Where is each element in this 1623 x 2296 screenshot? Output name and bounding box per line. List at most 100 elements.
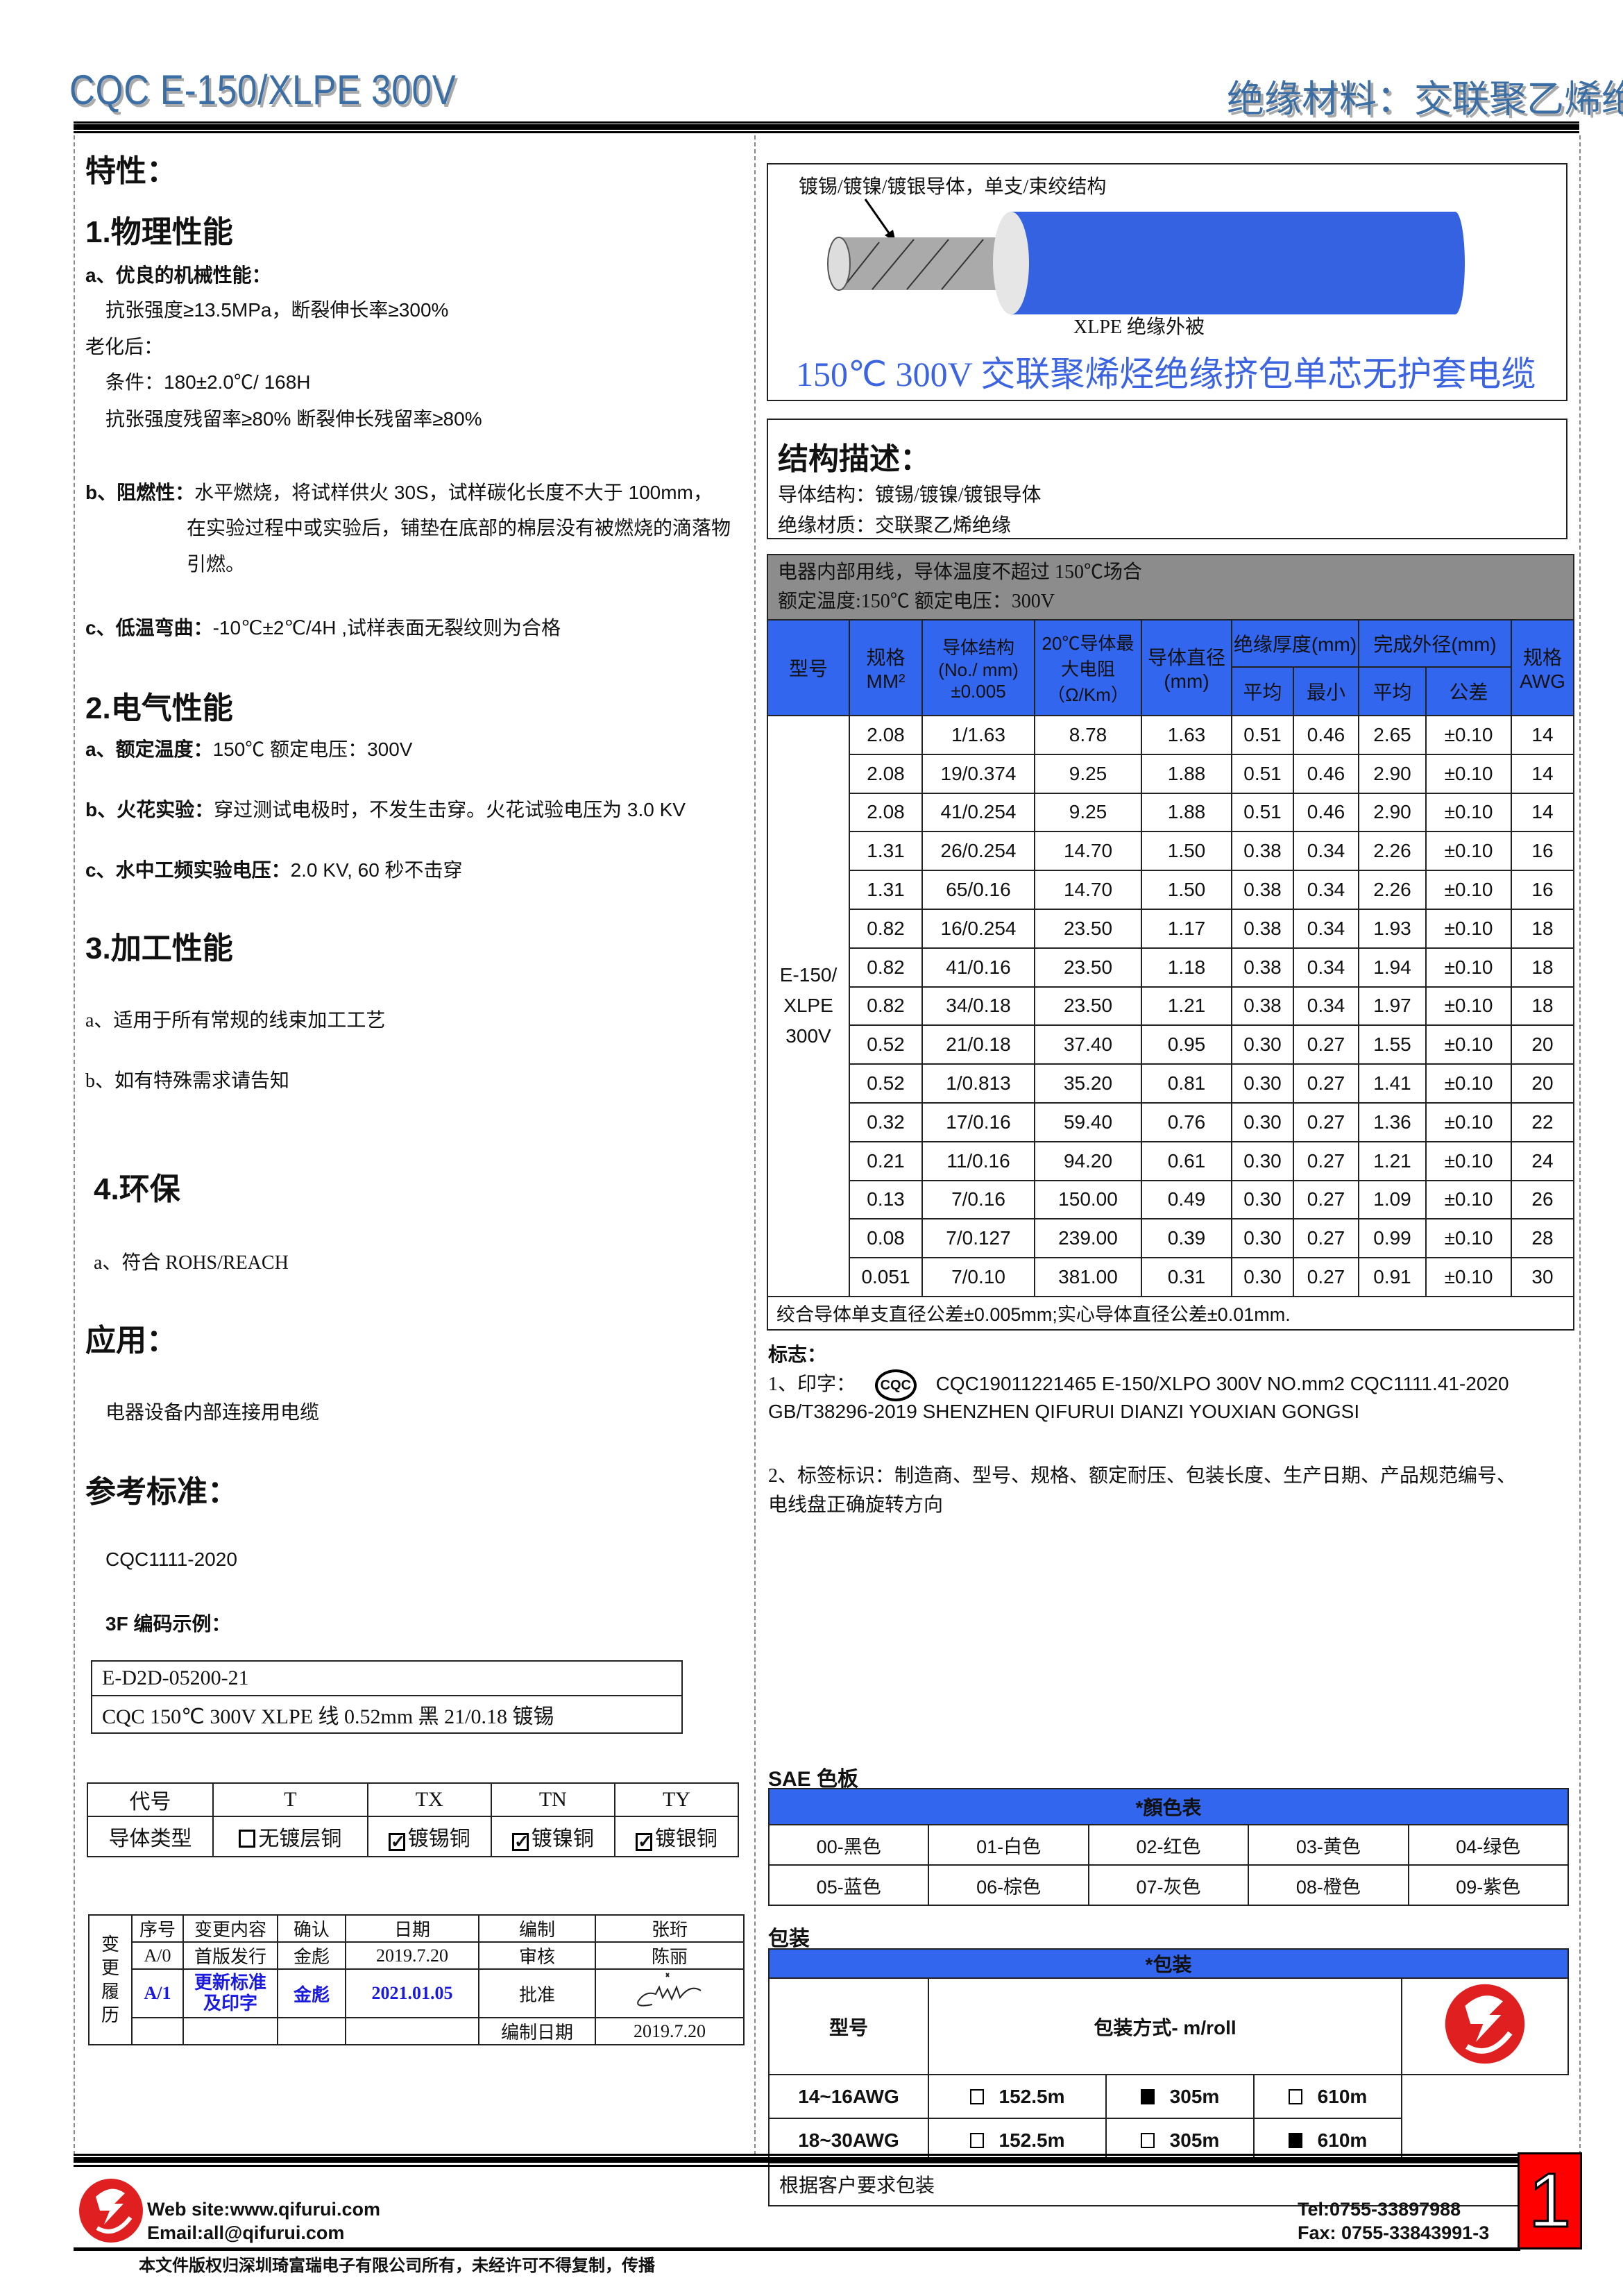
spec-cell: 35.20 — [1034, 1063, 1142, 1104]
spec-cell: 0.52 — [849, 1063, 923, 1104]
spec-cell: 1.88 — [1141, 792, 1232, 833]
packaging-option[interactable]: 305m — [1105, 2118, 1255, 2163]
packaging-option[interactable]: 305m — [1105, 2074, 1255, 2119]
spec-cell: 7/0.10 — [921, 1257, 1035, 1297]
spec-cell: 150.00 — [1034, 1179, 1142, 1220]
history-cell: 审核 — [478, 1941, 596, 1970]
env-a: a、符合 ROHS/REACH — [94, 1252, 289, 1274]
packaging-length: 305m — [1169, 2085, 1220, 2107]
page-border-left — [74, 135, 75, 2155]
spec-cell: ±0.10 — [1425, 792, 1512, 833]
spec-cell: 0.30 — [1231, 1024, 1294, 1065]
header-rule-thick — [74, 124, 1579, 130]
color-item: 08-橙色 — [1248, 1864, 1409, 1906]
spec-cell: 239.00 — [1034, 1218, 1142, 1259]
spec-row: 0.051 7/0.10 381.00 0.31 0.30 0.27 0.91 ±0.10 30 — [767, 1257, 1574, 1297]
spec-cell: 9.25 — [1034, 753, 1142, 794]
unchecked-box-icon — [239, 1830, 256, 1848]
history-header: 日期 — [345, 1914, 479, 1943]
spec-cell: 94.20 — [1034, 1140, 1142, 1181]
spec-cell: 20 — [1511, 1063, 1574, 1104]
spec-cell: 7/0.16 — [921, 1179, 1035, 1220]
spec-cell: 24 — [1511, 1140, 1574, 1181]
packaging-option[interactable]: 610m — [1252, 2118, 1403, 2163]
spec-cell: 1/0.813 — [921, 1063, 1035, 1104]
compiler-name: 张珩 — [595, 1914, 745, 1943]
color-item: 04-绿色 — [1407, 1824, 1570, 1866]
packaging-option[interactable]: 152.5m — [928, 2074, 1107, 2119]
spec-cell: 14.70 — [1034, 831, 1142, 872]
flame-label: b、阻燃性： — [85, 482, 195, 503]
spec-cell: 19/0.374 — [921, 753, 1035, 794]
spec-cell: 0.76 — [1141, 1101, 1232, 1142]
footer-tel: Tel:0755-33897988 — [1298, 2199, 1461, 2220]
document-title: CQC E-150/XLPE 300V — [69, 67, 457, 113]
header-rule — [74, 131, 1579, 133]
spec-cell: 1.93 — [1358, 908, 1427, 949]
spec-cell: 16 — [1511, 831, 1574, 872]
spec-cell: 1.36 — [1358, 1101, 1427, 1142]
spec-cell: 0.46 — [1293, 792, 1359, 833]
spec-footnote: 绞合导体单支直径公差±0.005mm;实心导体直径公差±0.01mm. — [767, 1295, 1574, 1331]
packaging-option[interactable]: 152.5m — [928, 2118, 1107, 2163]
spec-cell: 0.52 — [849, 1024, 923, 1065]
conductor-code: TX — [366, 1782, 492, 1817]
page-number: 1 — [1518, 2152, 1582, 2249]
flame-text-2: 在实验过程中或实验后，铺垫在底部的棉层没有被燃烧的滴落物 — [187, 517, 731, 539]
history-header: 编制 — [478, 1914, 596, 1943]
footer-email[interactable]: Email:all@qifurui.com — [147, 2222, 345, 2243]
spec-cell: 11/0.16 — [921, 1140, 1035, 1181]
spec-cell: 14 — [1511, 753, 1574, 794]
processing-title: 3.加工性能 — [85, 931, 233, 965]
history-cell: A/0 — [131, 1941, 184, 1970]
spec-cell: 1.41 — [1358, 1063, 1427, 1104]
spec-cell: 14 — [1511, 715, 1574, 755]
header-resistance: 20℃导体最大电阻（Ω/Km） — [1034, 619, 1142, 716]
spec-cell: 0.38 — [1231, 947, 1294, 988]
spec-cell: 0.27 — [1293, 1218, 1359, 1259]
spec-cell: 1.63 — [1141, 715, 1232, 755]
conductor-type-option[interactable]: ✓ 镀锡铜 — [366, 1816, 492, 1857]
header-od-avg: 平均 — [1358, 666, 1427, 716]
header-od: 完成外径(mm) — [1358, 619, 1512, 668]
conductor-type-option[interactable]: ✓ 镀镍铜 — [490, 1816, 615, 1857]
change-history-label: 变更履历 — [88, 1914, 133, 2045]
spec-note-2: 额定温度:150℃ 额定电压：300V — [778, 591, 1055, 612]
env-title: 4.环保 — [94, 1172, 180, 1206]
spec-cell: 1.55 — [1358, 1024, 1427, 1065]
spec-row: 0.08 7/0.127 239.00 0.39 0.30 0.27 0.99 ±0.10 28 — [767, 1218, 1574, 1259]
tensile-text: 抗张强度≥13.5MPa，断裂伸长率≥300% — [105, 299, 449, 321]
conductor-type-option[interactable]: ✓ 镀银铜 — [613, 1816, 740, 1857]
conductor-code: TY — [613, 1782, 740, 1817]
spark-label: b、火花实验： — [85, 799, 214, 820]
spec-cell: 0.27 — [1293, 1179, 1359, 1220]
footer-website[interactable]: Web site:www.qifurui.com — [147, 2199, 381, 2220]
spec-cell: 0.27 — [1293, 1024, 1359, 1065]
color-row: 00-黑色 01-白色 02-红色 03-黄色 04-绿色 — [767, 1824, 1570, 1866]
marking-print-text-2: GB/T38296-2019 SHENZHEN QIFURUI DIANZI Y… — [768, 1401, 1360, 1422]
spec-cell: 1.50 — [1141, 831, 1232, 872]
spec-cell: 21/0.18 — [921, 1024, 1035, 1065]
conductor-type-option[interactable]: 无镀层铜 — [212, 1816, 368, 1857]
conductor-code: T — [212, 1782, 368, 1817]
packaging-col-model: 型号 — [768, 1977, 929, 2075]
spec-cell: 0.34 — [1293, 831, 1359, 872]
color-chart-header: *顏色表 — [768, 1788, 1569, 1825]
spec-cell: 16 — [1511, 870, 1574, 910]
change-history-table: 变更履历 序号 变更内容 确认 日期 编制 张珩 A/0 首版发行 金彪 201… — [88, 1914, 745, 2045]
color-item: 01-白色 — [928, 1824, 1089, 1866]
conductor-label: 镀锡/镀镍/镀银导体，单支/束绞结构 — [799, 176, 1107, 198]
spec-cell: ±0.10 — [1425, 1179, 1512, 1220]
history-cell: 批准 — [478, 1968, 596, 2018]
spec-cell: 9.25 — [1034, 792, 1142, 833]
header-ins-avg: 平均 — [1231, 666, 1294, 716]
footer-rule — [74, 2154, 1520, 2156]
packaging-option[interactable]: 610m — [1252, 2074, 1403, 2119]
spec-row: 0.52 1/0.813 35.20 0.81 0.30 0.27 1.41 ±0.10 20 — [767, 1063, 1574, 1104]
spec-cell: 0.82 — [849, 986, 923, 1027]
spec-cell: 1.94 — [1358, 947, 1427, 988]
spec-cell: 0.051 — [849, 1257, 923, 1297]
packaging-length: 610m — [1317, 2085, 1368, 2107]
spec-cell: 0.32 — [849, 1101, 923, 1142]
conductor-type-name: 镀锡铜 — [407, 1827, 470, 1850]
